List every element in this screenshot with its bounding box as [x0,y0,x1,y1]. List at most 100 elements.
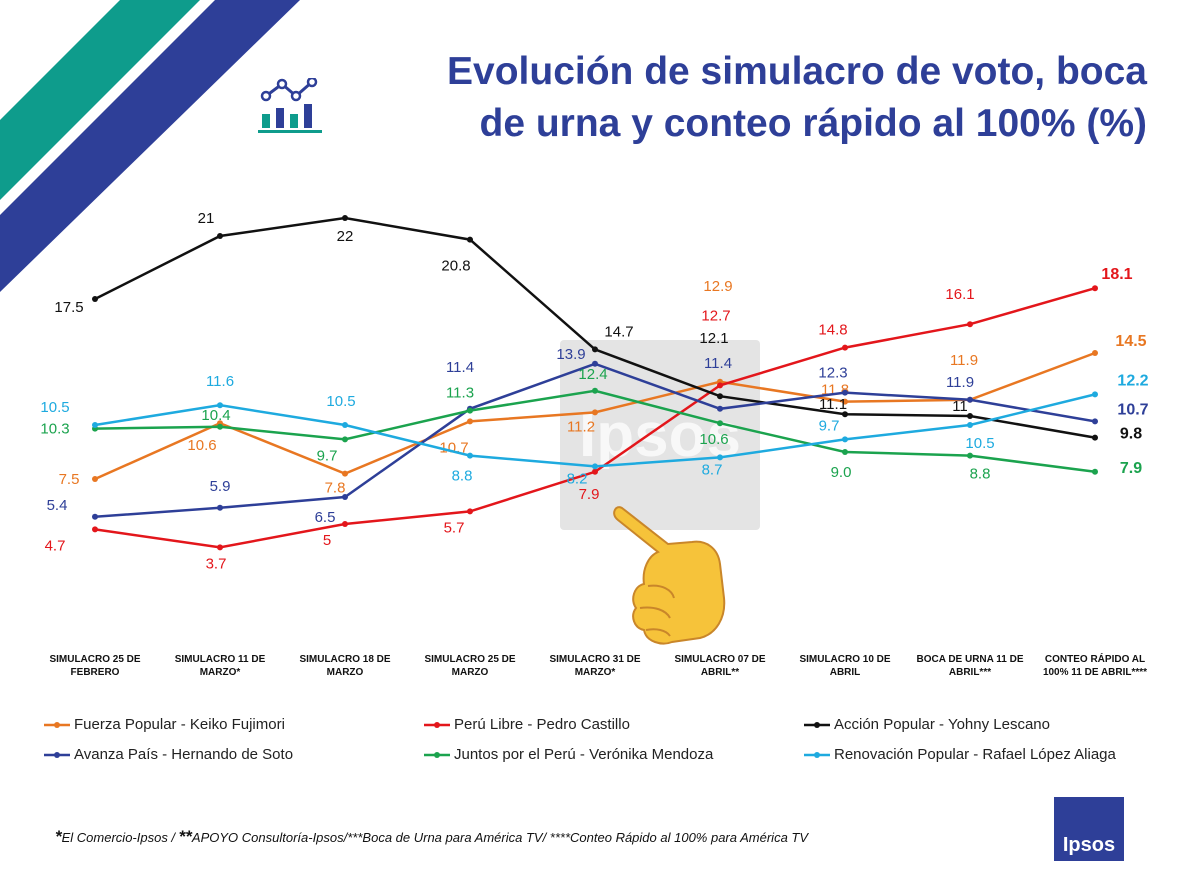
data-point-peru-1 [217,544,223,551]
data-label-accion-8: 9.8 [1120,426,1142,443]
x-tick-label-line: SIMULACRO 18 DE [299,654,391,665]
x-tick-label: SIMULACRO 25 DE MARZO [410,653,530,679]
data-label-accion-4: 14.7 [604,323,633,340]
data-label-avanza-5: 11.4 [704,355,732,372]
blue-stripe [0,0,300,292]
data-point-accion-7 [967,413,973,419]
data-label-peru-5: 12.7 [701,307,730,324]
x-tick-label-line: MARZO* [199,667,241,678]
data-point-peru-3 [467,508,473,515]
data-point-peru-6 [842,344,848,351]
data-point-avanza-4 [592,360,598,367]
ipsos-logo-text: Ipsos [1062,834,1116,856]
data-point-avanza-5 [717,405,723,412]
data-point-renovacion-6 [842,436,848,443]
data-label-avanza-4: 13.9 [556,346,585,363]
data-point-accion-3 [467,236,473,243]
data-label-avanza-7: 11.9 [946,374,974,391]
data-label-renovacion-4: 8.2 [567,470,588,487]
legend-label: Avanza País - Hernando de Soto [74,746,294,763]
data-label-avanza-2: 6.5 [315,509,336,526]
line-chart: 7.510.67.810.711.212.911.811.914.54.73.7… [40,210,1148,572]
x-tick-label-line: 100% 11 DE ABRIL**** [1042,667,1148,678]
data-label-fuerza-3: 10.7 [439,439,468,456]
data-point-juntos-4 [592,387,598,394]
x-tick-label: SIMULACRO 11 DE MARZO* [160,653,280,679]
data-point-renovacion-2 [342,422,348,428]
data-label-renovacion-1: 11.6 [206,373,234,390]
data-label-peru-7: 16.1 [945,286,974,303]
data-label-fuerza-8: 14.5 [1115,333,1146,350]
x-tick-label-line: SIMULACRO 10 DE [799,654,891,665]
decorative-stripes [0,0,300,292]
data-label-renovacion-2: 10.5 [326,393,355,410]
data-point-fuerza-6 [842,398,848,405]
legend-label: Juntos por el Perú - Verónika Mendoza [454,746,714,763]
data-point-renovacion-3 [467,452,473,459]
data-point-accion-0 [92,296,98,302]
data-label-fuerza-7: 11.9 [950,352,978,369]
data-point-renovacion-8 [1092,391,1098,398]
data-label-avanza-6: 12.3 [818,365,847,382]
legend-label: Renovación Popular - Rafael López Aliaga [834,746,1116,763]
data-label-avanza-8: 10.7 [1117,401,1148,418]
data-label-renovacion-6: 9.7 [819,417,840,434]
data-point-peru-7 [967,321,973,328]
ipsos-watermark: Ipsos [560,340,760,530]
teal-stripe [0,0,200,200]
data-label-peru-4: 7.9 [579,486,600,503]
data-point-renovacion-5 [717,454,723,461]
legend-label: Perú Libre - Pedro Castillo [454,716,630,733]
x-tick-label: SIMULACRO 10 DE ABRIL [785,653,905,679]
data-label-peru-3: 5.7 [444,519,465,536]
x-tick-label: CONTEO RÁPIDO AL 100% 11 DE ABRIL**** [1035,653,1155,679]
x-tick-label-line: SIMULACRO 31 DE [549,654,641,665]
data-point-juntos-6 [842,449,848,455]
data-point-avanza-2 [342,494,348,500]
x-tick-label-line: FEBRERO [70,667,120,678]
x-tick-label-line: CONTEO RÁPIDO AL [1044,654,1146,665]
data-point-renovacion-0 [92,422,98,428]
data-label-juntos-3: 11.3 [446,385,474,402]
data-label-juntos-4: 12.4 [578,366,607,383]
legend-item-avanza: Avanza País - Hernando de Soto [44,746,293,763]
data-label-fuerza-0: 7.5 [59,471,80,488]
data-point-juntos-1 [217,423,223,430]
data-label-accion-1: 21 [198,210,215,227]
data-point-juntos-3 [467,407,473,414]
legend-swatch [804,721,830,728]
data-point-renovacion-4 [592,463,598,470]
data-label-avanza-3: 11.4 [446,359,474,376]
x-tick-label: SIMULACRO 31 DE MARZO* [535,653,655,679]
title-line-2: de urna y conteo rápido al 100% (%) [479,102,1148,145]
footnote: *El Comercio-Ipsos / **APOYO Consultoría… [55,827,808,847]
x-tick-label-line: SIMULACRO 25 DE [49,654,141,665]
x-tick-label-line: MARZO* [574,667,616,678]
chart-icon [258,78,322,133]
data-label-juntos-7: 8.8 [970,466,991,483]
data-label-peru-8: 18.1 [1101,266,1132,283]
data-label-peru-6: 14.8 [818,322,847,339]
data-point-peru-5 [717,382,723,389]
legend-swatch [44,751,70,758]
pointing-hand-icon [613,506,726,645]
data-label-peru-2: 5 [323,532,331,549]
data-point-juntos-2 [342,436,348,443]
legend-label: Acción Popular - Yohny Lescano [834,716,1050,733]
data-label-peru-1: 3.7 [206,555,227,572]
data-label-renovacion-3: 8.8 [452,468,473,485]
data-point-avanza-8 [1092,418,1098,425]
footnote-star-2: ** [178,827,192,846]
data-point-juntos-8 [1092,468,1098,475]
data-point-peru-8 [1092,285,1098,292]
footnote-part-2: APOYO Consultoría-Ipsos/***Boca de Urna … [191,830,809,845]
chart-legend: Fuerza Popular - Keiko Fujimori Perú Libr… [44,716,1174,776]
x-tick-label: SIMULACRO 18 DE MARZO [285,653,405,679]
data-label-juntos-6: 9.0 [831,464,852,481]
data-point-avanza-7 [967,396,973,403]
legend-item-accion: Acción Popular - Yohny Lescano [804,716,1050,733]
x-tick-label-line: SIMULACRO 11 DE [174,654,266,665]
x-tick-label-line: MARZO [326,667,364,678]
data-point-avanza-6 [842,389,848,396]
data-point-accion-5 [717,393,723,400]
